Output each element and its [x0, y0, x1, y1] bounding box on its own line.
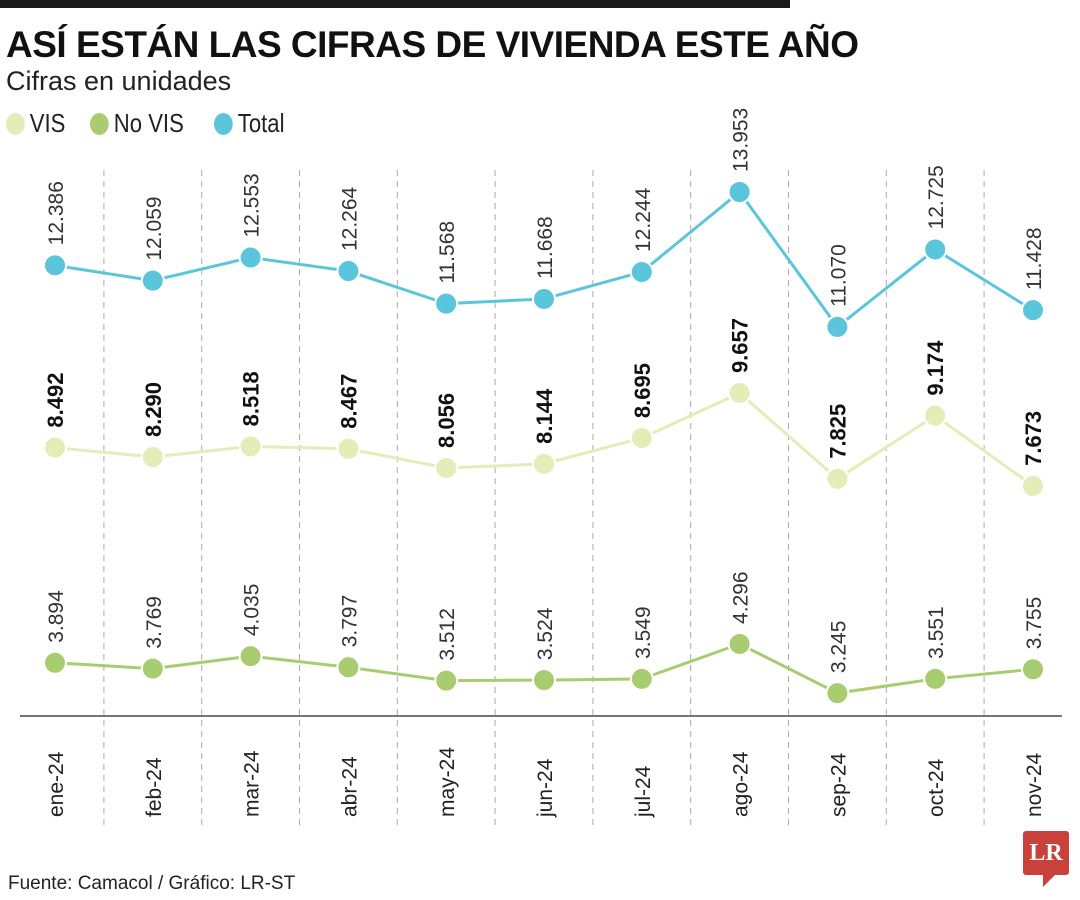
data-point [140, 268, 165, 293]
data-label: 3.512 [436, 608, 459, 661]
data-point [1021, 298, 1045, 323]
data-label: 8.056 [434, 393, 459, 448]
data-point [825, 314, 850, 339]
data-label: 8.518 [239, 371, 264, 426]
data-label: 9.174 [923, 340, 948, 396]
x-tick-label: may-24 [436, 747, 459, 817]
data-label: 12.725 [925, 165, 948, 229]
x-tick-label: ago-24 [730, 751, 753, 817]
data-point [629, 426, 654, 451]
data-label: 11.568 [436, 221, 459, 284]
data-label: 8.290 [141, 382, 166, 437]
data-label: 4.296 [730, 571, 753, 624]
data-label: 7.673 [1021, 411, 1046, 466]
data-point [825, 466, 850, 491]
legend-label: Total [238, 108, 285, 138]
x-tick-label: nov-24 [1023, 752, 1046, 817]
legend-item-total: Total [214, 108, 285, 139]
chart-subtitle: Cifras en unidades [6, 66, 232, 96]
data-label: 7.825 [825, 404, 850, 459]
data-label: 11.070 [827, 244, 850, 307]
data-point [825, 681, 850, 706]
data-point [336, 259, 361, 284]
data-point [336, 655, 361, 680]
data-label: 8.467 [336, 374, 361, 429]
x-tick-label: abr-24 [338, 756, 361, 817]
legend-item-no-vis: No VIS [89, 108, 184, 139]
legend: VIS No VIS Total [6, 108, 311, 139]
legend-label: VIS [29, 108, 66, 138]
data-label: 8.695 [630, 363, 655, 418]
data-point [43, 435, 67, 460]
data-point [532, 451, 556, 476]
legend-swatch [214, 112, 233, 135]
data-label: 3.549 [632, 606, 655, 659]
data-label: 3.894 [45, 590, 68, 643]
x-tick-label: mar-24 [241, 750, 264, 817]
top-bar [0, 0, 790, 8]
chart-title: ASÍ ESTÁN LAS CIFRAS DE VIVIENDA ESTE AÑ… [6, 24, 859, 65]
x-tick-label: oct-24 [925, 758, 948, 817]
data-label: 11.428 [1023, 227, 1046, 290]
data-point [336, 436, 361, 461]
data-point [727, 179, 752, 204]
data-point [727, 381, 752, 406]
data-label: 8.492 [43, 373, 68, 428]
data-label: 12.553 [241, 173, 264, 237]
data-point [43, 253, 67, 278]
data-point [1021, 473, 1045, 498]
data-point [532, 668, 556, 693]
data-label: 4.035 [241, 584, 264, 637]
data-label: 3.551 [925, 606, 948, 659]
data-point [238, 245, 263, 270]
x-tick-label: feb-24 [143, 757, 166, 817]
data-point [629, 666, 654, 691]
x-tick-label: sep-24 [827, 752, 850, 817]
data-point [238, 434, 263, 459]
data-label: 12.059 [143, 196, 166, 260]
x-tick-label: jun-24 [534, 758, 557, 818]
data-label: 3.755 [1023, 597, 1046, 650]
data-label: 12.264 [338, 186, 361, 251]
data-point [1021, 657, 1045, 682]
data-label: 12.386 [45, 181, 68, 245]
data-label: 11.668 [534, 216, 557, 279]
data-point [532, 286, 556, 311]
data-point [43, 650, 67, 675]
source-note: Fuente: Camacol / Gráfico: LR-ST [8, 873, 296, 894]
x-tick-label: ene-24 [45, 751, 68, 817]
data-label: 3.245 [827, 621, 850, 674]
data-point [629, 259, 654, 284]
data-label: 3.524 [534, 607, 557, 660]
data-point [923, 666, 948, 691]
data-point [923, 403, 948, 428]
data-point [140, 656, 165, 681]
x-tick-label: jul-24 [632, 765, 655, 818]
legend-swatch [6, 112, 25, 135]
data-label: 13.953 [730, 108, 753, 172]
data-point [434, 455, 459, 480]
data-point [238, 644, 263, 669]
data-label: 3.797 [338, 595, 361, 648]
legend-swatch [89, 112, 109, 135]
legend-label: No VIS [113, 108, 184, 138]
data-point [434, 291, 459, 316]
lr-logo: LR [1023, 831, 1069, 887]
data-label: 9.657 [728, 318, 753, 373]
data-point [140, 445, 165, 470]
data-point [434, 668, 459, 693]
legend-item-vis: VIS [6, 108, 65, 139]
data-point [923, 237, 948, 262]
data-label: 8.144 [532, 388, 557, 444]
data-label: 12.244 [632, 187, 655, 252]
data-label: 3.769 [143, 596, 166, 649]
data-point [727, 631, 752, 656]
